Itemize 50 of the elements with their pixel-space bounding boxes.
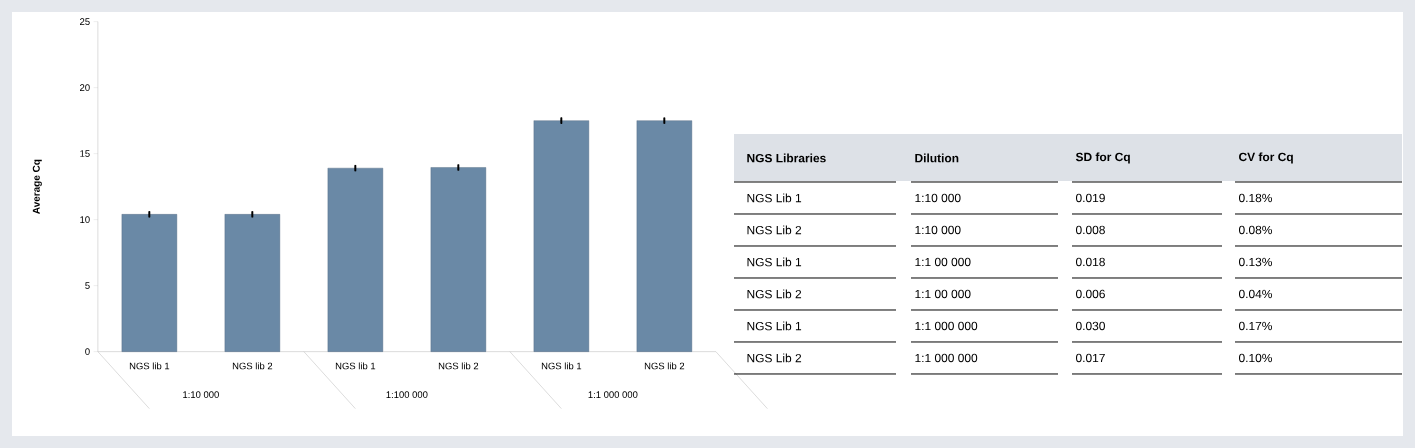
- x-tick-label: NGS lib 1: [541, 362, 582, 370]
- text: 0.17%: [1238, 321, 1272, 331]
- x-tick-label: NGS lib 1: [129, 362, 170, 370]
- bar: [533, 120, 590, 352]
- text: 0.04%: [1238, 289, 1272, 299]
- x-tick-label: NGS lib 1: [335, 362, 376, 370]
- text: 0.18%: [1238, 193, 1272, 203]
- y-tick-label: 5: [85, 282, 90, 289]
- bar: [121, 214, 178, 352]
- text: NGS Lib 2: [747, 225, 802, 235]
- text: 1:1 00 000: [915, 257, 971, 267]
- x-tick-label: NGS lib 2: [644, 362, 685, 370]
- text: 0.08%: [1238, 225, 1272, 235]
- y-tick-label: 25: [80, 18, 90, 25]
- text: NGS Lib 2: [747, 353, 802, 363]
- category-label: Dilution: [915, 153, 959, 163]
- y-tick-label: 10: [80, 216, 90, 223]
- text: 1:10 000: [183, 391, 219, 398]
- bar: [430, 167, 487, 352]
- y-axis-title: Average Cq: [32, 159, 42, 214]
- y-tick-label: 15: [80, 150, 90, 157]
- x-tick-label: NGS lib 2: [438, 362, 479, 370]
- category-label: CV for Cq: [1239, 152, 1293, 164]
- text: NGS Lib 1: [747, 321, 802, 331]
- text: 1:10 000: [915, 225, 961, 235]
- text: 1:1 000 000: [915, 321, 978, 331]
- text: 0.10%: [1238, 353, 1272, 363]
- text: 1:100 000: [386, 391, 428, 398]
- text: 1:1 00 000: [915, 289, 971, 299]
- text: NGS Lib 2: [747, 289, 802, 299]
- y-tick-label: 20: [80, 84, 90, 91]
- bar: [224, 214, 281, 352]
- bar: [636, 120, 693, 352]
- text: 0.030: [1076, 321, 1105, 331]
- text: NGS Lib 1: [747, 257, 802, 267]
- text: 0.13%: [1238, 257, 1272, 267]
- text: 0.006: [1076, 289, 1105, 299]
- text: NGS Lib 1: [747, 193, 802, 203]
- text: 0.018: [1076, 257, 1105, 267]
- category-label: SD for Cq: [1075, 152, 1130, 164]
- text: 0.019: [1076, 193, 1105, 203]
- text: 0.017: [1076, 353, 1105, 363]
- bar: [327, 167, 384, 352]
- text: 1:10 000: [915, 193, 961, 203]
- text: 1:1 000 000: [588, 391, 638, 398]
- text: 1:1 000 000: [915, 353, 978, 363]
- category-label: NGS Libraries: [747, 153, 826, 163]
- y-tick-label: 0: [85, 348, 90, 355]
- text: 0.008: [1076, 225, 1105, 235]
- x-tick-label: NGS lib 2: [232, 362, 273, 370]
